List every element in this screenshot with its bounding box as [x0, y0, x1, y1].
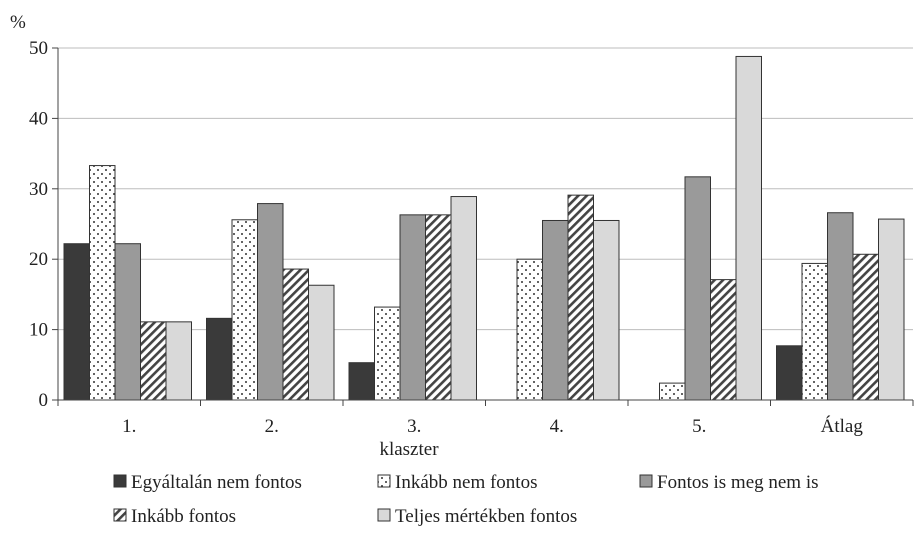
bar [374, 306, 401, 401]
bar [257, 203, 284, 401]
bars [63, 55, 905, 401]
x-tick-label: 2. [265, 416, 279, 437]
bar [231, 219, 258, 401]
bar [114, 243, 141, 401]
bar [684, 176, 711, 401]
legend-swatch [113, 474, 127, 488]
bar [542, 219, 569, 401]
bar [710, 279, 737, 401]
bar [308, 284, 335, 401]
y-tick-label: 30 [29, 179, 48, 200]
bar [348, 362, 375, 401]
bar [827, 212, 854, 401]
legend-swatch [377, 474, 391, 488]
bar [516, 258, 543, 401]
legend: Egyáltalán nem fontos Inkább nem fontos Fo… [113, 472, 819, 527]
legend-swatch [377, 508, 391, 522]
x-tick-label: 4. [550, 416, 564, 437]
legend-label: Fontos is meg nem is [657, 472, 819, 493]
bar [165, 321, 192, 401]
x-tick-label: 1. [122, 416, 136, 437]
bar [399, 214, 426, 401]
x-tick-label: 3. [407, 416, 421, 437]
legend-label: Inkább fontos [131, 506, 236, 527]
y-tick-label: 40 [29, 108, 48, 129]
legend-label: Teljes mértékben fontos [395, 506, 577, 527]
bar [593, 219, 620, 401]
bar [282, 268, 309, 401]
bar [140, 321, 167, 401]
x-tick-label: Átlag [821, 415, 864, 437]
bar [425, 214, 452, 401]
bar [63, 243, 90, 401]
y-tick-label: 50 [29, 38, 48, 59]
bar [89, 165, 116, 401]
bar [659, 382, 686, 401]
bar [567, 194, 594, 401]
y-tick-label: 10 [29, 320, 48, 341]
y-axis-label: % [10, 12, 26, 33]
y-tick-label: 0 [39, 390, 49, 411]
legend-swatch [113, 508, 127, 522]
bar [852, 253, 879, 401]
bar [206, 317, 233, 401]
y-tick-label: 20 [29, 249, 48, 270]
x-axis-label: klaszter [379, 439, 439, 460]
bar [450, 196, 477, 401]
bar [801, 262, 828, 401]
bar [878, 218, 905, 401]
legend-label: Egyáltalán nem fontos [131, 472, 302, 493]
legend-swatch [639, 474, 653, 488]
y-ticks: 0 10 20 30 40 50 [29, 38, 58, 411]
bar [735, 55, 762, 401]
x-tick-label: 5. [692, 416, 706, 437]
bar [776, 345, 803, 401]
gridlines [58, 47, 913, 331]
legend-label: Inkább nem fontos [395, 472, 537, 493]
x-ticks: 1. 2. 3. 4. 5. Átlag [57, 400, 914, 437]
